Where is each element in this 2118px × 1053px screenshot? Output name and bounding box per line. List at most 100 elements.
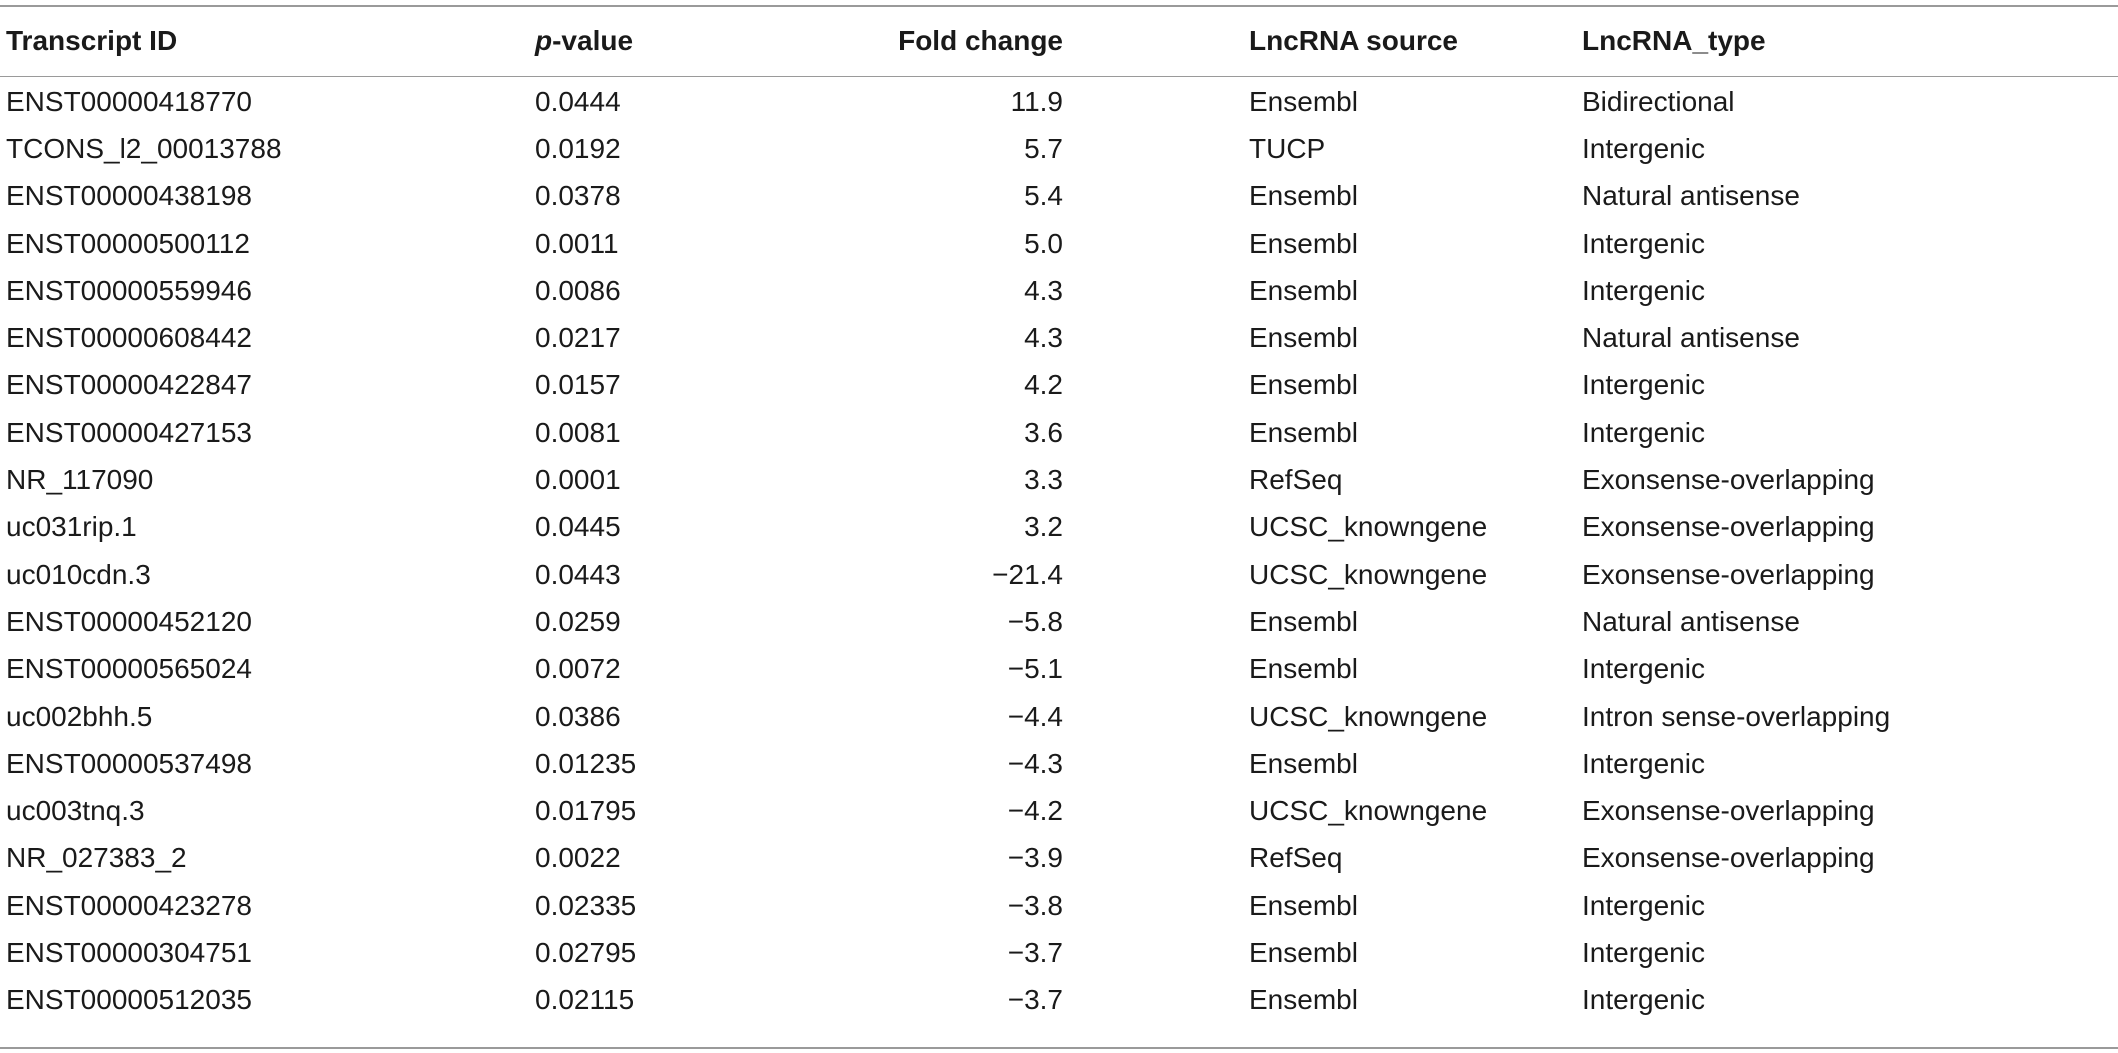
cell-lncrna-source: Ensembl (1249, 416, 1358, 448)
cell-lncrna-source: UCSC_knowngene (1249, 795, 1488, 827)
cell-lncrna-type: Intergenic (1582, 369, 1705, 401)
cell-p-value: 0.0378 (535, 180, 621, 212)
cell-fold-change: 3.3 (1024, 464, 1063, 496)
header-transcript-id: Transcript ID (6, 25, 178, 56)
cell-transcript-id: NR_027383_2 (6, 842, 187, 874)
cell-fold-change: 5.4 (1024, 180, 1063, 212)
cell-p-value: 0.0157 (535, 369, 621, 401)
cell-p-value: 0.0443 (535, 558, 621, 590)
cell-transcript-id: ENST00000438198 (6, 180, 252, 212)
cell-lncrna-type: Intergenic (1582, 936, 1705, 968)
cell-lncrna-source: Ensembl (1249, 180, 1358, 212)
table-row: ENST00000565024 0.0072 −5.1 Ensembl Intergen… (0, 646, 2118, 693)
cell-lncrna-type: Intergenic (1582, 416, 1705, 448)
cell-p-value: 0.01795 (535, 795, 637, 827)
cell-p-value: 0.02335 (535, 889, 637, 921)
cell-transcript-id: uc003tnq.3 (6, 795, 145, 827)
header-lncrna-type: LncRNA_type (1582, 25, 1766, 56)
cell-lncrna-type: Exonsense-overlapping (1582, 511, 1875, 543)
cell-lncrna-source: UCSC_knowngene (1249, 558, 1488, 590)
header-p-value: p-value (535, 6, 855, 76)
cell-lncrna-source: Ensembl (1249, 85, 1358, 117)
cell-fold-change: −3.9 (1007, 842, 1063, 874)
cell-transcript-id: NR_117090 (6, 464, 154, 496)
cell-lncrna-source: Ensembl (1249, 322, 1358, 354)
cell-fold-change: 3.2 (1024, 511, 1063, 543)
table-row: ENST00000559946 0.0086 4.3 Ensembl Intergeni… (0, 267, 2118, 314)
cell-lncrna-source: Ensembl (1249, 936, 1358, 968)
cell-lncrna-source: TUCP (1249, 132, 1326, 164)
table-bottom-rule (0, 1047, 2118, 1049)
table-row: uc002bhh.5 0.0386 −4.4 UCSC_knowngene Intron… (0, 693, 2118, 740)
cell-fold-change: 11.9 (1010, 85, 1063, 117)
cell-lncrna-source: Ensembl (1249, 984, 1358, 1016)
cell-transcript-id: ENST00000452120 (6, 605, 252, 637)
cell-transcript-id: uc002bhh.5 (6, 700, 153, 732)
cell-fold-change: 4.2 (1024, 369, 1063, 401)
cell-p-value: 0.0011 (535, 227, 619, 259)
header-lncrna-source: LncRNA source (1249, 25, 1459, 56)
cell-lncrna-source: RefSeq (1249, 464, 1343, 496)
cell-transcript-id: ENST00000559946 (6, 274, 252, 306)
table-row: ENST00000452120 0.0259 −5.8 Ensembl Natural … (0, 598, 2118, 645)
cell-lncrna-source: Ensembl (1249, 605, 1358, 637)
lncrna-table: Transcript ID p-value Fold change LncRNA… (0, 6, 2118, 1024)
cell-lncrna-source: UCSC_knowngene (1249, 511, 1488, 543)
cell-fold-change: −4.2 (1007, 795, 1063, 827)
cell-fold-change: −4.3 (1007, 747, 1063, 779)
cell-p-value: 0.01235 (535, 747, 637, 779)
cell-p-value: 0.02115 (535, 984, 635, 1016)
cell-fold-change: −3.8 (1007, 889, 1063, 921)
cell-lncrna-type: Exonsense-overlapping (1582, 795, 1875, 827)
cell-fold-change: −5.1 (1007, 653, 1063, 685)
cell-p-value: 0.0445 (535, 511, 621, 543)
cell-lncrna-type: Exonsense-overlapping (1582, 842, 1875, 874)
cell-lncrna-type: Intergenic (1582, 889, 1705, 921)
cell-p-value: 0.0001 (535, 464, 621, 496)
table-row: uc003tnq.3 0.01795 −4.2 UCSC_knowngene Exons… (0, 787, 2118, 834)
table-row: ENST00000427153 0.0081 3.6 Ensembl Intergeni… (0, 409, 2118, 456)
cell-lncrna-type: Exonsense-overlapping (1582, 558, 1875, 590)
table-row: NR_117090 0.0001 3.3 RefSeq Exonsense-overla… (0, 456, 2118, 503)
cell-lncrna-type: Intergenic (1582, 984, 1705, 1016)
cell-transcript-id: ENST00000565024 (6, 653, 252, 685)
header-fold-change: Fold change (898, 25, 1063, 56)
table-row: TCONS_l2_00013788 0.0192 5.7 TUCP Intergenic (0, 125, 2118, 172)
cell-lncrna-type: Natural antisense (1582, 180, 1800, 212)
cell-p-value: 0.0081 (535, 416, 621, 448)
cell-lncrna-type: Intergenic (1582, 653, 1705, 685)
cell-fold-change: −21.4 (992, 558, 1063, 590)
cell-p-value: 0.0259 (535, 605, 621, 637)
cell-lncrna-source: Ensembl (1249, 889, 1358, 921)
table-body: ENST00000418770 0.0444 11.9 Ensembl Bidirect… (0, 76, 2118, 1024)
table-row: uc031rip.1 0.0445 3.2 UCSC_knowngene Exonsen… (0, 504, 2118, 551)
header-p-value-italic: p (535, 25, 553, 56)
table-row: ENST00000500112 0.0011 5.0 Ensembl Intergeni… (0, 220, 2118, 267)
table-row: ENST00000423278 0.02335 −3.8 Ensembl Interge… (0, 882, 2118, 929)
cell-p-value: 0.0444 (535, 85, 621, 117)
table-row: ENST00000418770 0.0444 11.9 Ensembl Bidirect… (0, 76, 2118, 125)
cell-lncrna-source: Ensembl (1249, 227, 1358, 259)
cell-lncrna-type: Intergenic (1582, 227, 1705, 259)
cell-fold-change: 4.3 (1024, 322, 1063, 354)
cell-lncrna-source: Ensembl (1249, 653, 1358, 685)
cell-lncrna-type: Intron sense-overlapping (1582, 700, 1891, 732)
cell-lncrna-source: UCSC_knowngene (1249, 700, 1488, 732)
cell-fold-change: 3.6 (1024, 416, 1063, 448)
cell-fold-change: 5.0 (1024, 227, 1063, 259)
table-top-rule (0, 5, 2118, 7)
table-row: uc010cdn.3 0.0443 −21.4 UCSC_knowngene Exons… (0, 551, 2118, 598)
table-row: ENST00000608442 0.0217 4.3 Ensembl Natural a… (0, 314, 2118, 361)
cell-transcript-id: ENST00000537498 (6, 747, 252, 779)
cell-p-value: 0.0192 (535, 132, 621, 164)
table-header-rule (0, 76, 2118, 77)
cell-lncrna-source: RefSeq (1249, 842, 1343, 874)
header-row: Transcript ID p-value Fold change LncRNA… (0, 6, 2118, 76)
table-row: ENST00000438198 0.0378 5.4 Ensembl Natural a… (0, 173, 2118, 220)
cell-transcript-id: ENST00000500112 (6, 227, 250, 259)
cell-transcript-id: ENST00000422847 (6, 369, 252, 401)
cell-p-value: 0.0386 (535, 700, 621, 732)
table-row: ENST00000537498 0.01235 −4.3 Ensembl Interge… (0, 740, 2118, 787)
cell-fold-change: 4.3 (1024, 274, 1063, 306)
